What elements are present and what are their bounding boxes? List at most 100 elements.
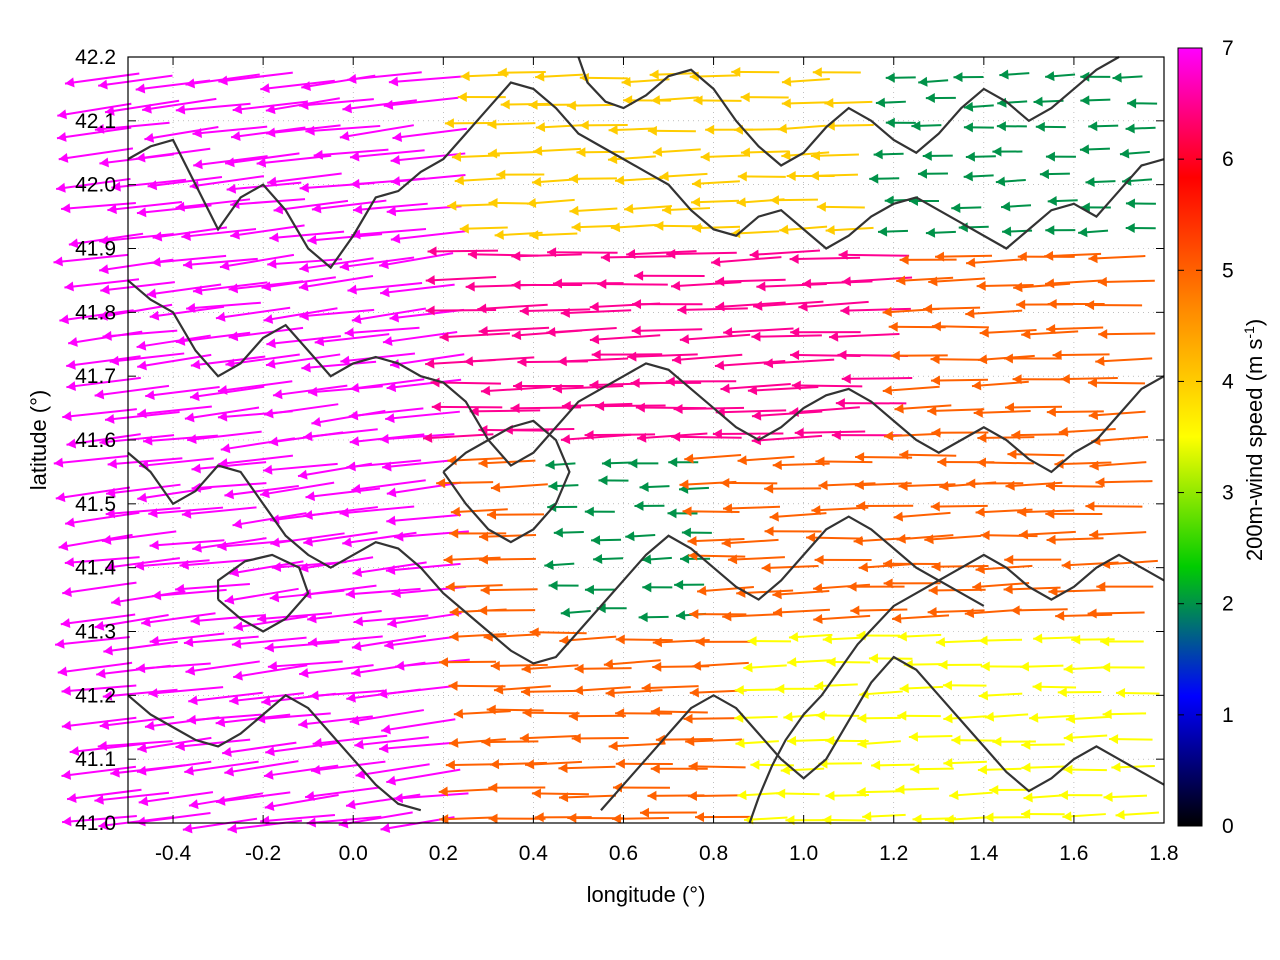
wind-vector [146,283,222,296]
wind-vector-head [478,605,488,616]
x-tick-label: -0.2 [245,842,281,865]
wind-vector [559,635,617,642]
wind-vector [260,79,335,91]
wind-vector [490,663,548,668]
x-axis: -0.4 -0.2 0.0 0.2 0.4 0.6 0.8 1.0 1.2 1.4 1.6 1.8 [155,57,1179,865]
wind-vector [979,329,1037,335]
colorbar: 0 1 2 3 4 5 6 7 200m-wind speed (m s-1) [1177,37,1267,838]
wind-vector-head [425,305,435,316]
wind-vector-head [687,535,697,546]
wind-vector-head [218,75,228,86]
wind-vector-head [1103,791,1113,802]
wind-vector-head [560,434,571,445]
wind-vector-head [571,222,581,233]
wind-vector-head [449,528,459,539]
wind-vector-head [386,775,396,786]
wind-vector-head [626,249,636,260]
wind-vector [69,742,145,754]
wind-vector-head [608,124,618,135]
wind-vector-head [183,259,193,270]
wind-vector [1089,461,1147,468]
wind-vector-head [1096,581,1106,592]
wind-vector-head [494,229,504,240]
wind-vector [307,385,383,394]
wind-vector [53,454,129,465]
wind-vector [1089,531,1147,537]
wind-vector-head [557,356,567,367]
wind-vector-head [351,314,362,324]
wind-vector [56,177,131,190]
wind-vector [687,538,745,543]
wind-vector-head [721,537,731,548]
wind-vector-head [227,823,238,834]
wind-vector [215,306,291,320]
wind-vector [389,353,465,367]
wind-vector [503,427,575,431]
wind-vector [1046,326,1104,331]
wind-vector [560,309,632,315]
wind-vector-head [486,704,496,715]
wind-vector-head [303,509,313,520]
wind-vector [382,458,457,469]
wind-vector [1048,589,1106,593]
wind-vector-head [264,801,275,812]
wind-vector [62,581,137,595]
wind-vector-head [215,795,226,806]
wind-vector [137,353,212,368]
wind-vector [94,121,170,131]
wind-vector-head [924,534,934,545]
wind-vector-head [138,796,149,807]
wind-vector [480,386,552,393]
wind-vector [58,147,134,161]
wind-vector-head [229,567,240,578]
wind-vector [975,564,1033,571]
wind-vector-head [736,197,746,208]
wind-vector-head [217,411,228,422]
wind-vector [354,736,429,747]
wind-vector [230,224,305,237]
wind-vector-head [984,711,995,722]
wind-vector-head [810,150,821,161]
wind-vector-head [769,511,779,522]
wind-vector [111,178,187,189]
wind-vector [478,326,550,333]
wind-vector [218,454,294,466]
wind-vector-head [857,713,867,724]
wind-vector-head [895,784,905,795]
wind-vector-head [650,706,660,717]
wind-vector-head [734,685,744,696]
wind-vector [589,334,661,342]
wind-vector [531,792,589,796]
wind-vector-head [511,279,521,290]
wind-vector-head [427,246,437,257]
wind-vector-head [1087,608,1097,619]
wind-vector [64,556,140,564]
wind-vector-head [837,350,847,361]
wind-vector-head [478,458,488,469]
wind-vector-head [103,645,113,656]
wind-vector-head [649,69,659,80]
wind-vector [751,410,823,418]
wind-vector [105,483,181,495]
wind-vector-head [966,257,976,268]
wind-vector-head [567,813,577,824]
wind-vector [727,556,785,561]
wind-vector [493,685,551,692]
wind-vector [339,256,415,269]
wind-vector-head [1047,299,1057,310]
wind-vector-head [98,820,109,831]
wind-vector [763,358,835,365]
wind-vector-head [449,737,459,748]
wind-vector-head [385,564,396,575]
wind-vector [1013,282,1071,289]
wind-vector-head [965,151,975,162]
wind-vector-head [815,710,825,721]
wind-vector-head [1005,402,1015,413]
wind-vector-head [687,791,697,802]
wind-vector [62,408,137,419]
wind-vector [1095,357,1153,363]
wind-vector-head [1017,506,1027,517]
wind-vector [930,378,988,382]
wind-vector [688,765,746,769]
wind-vector [854,482,912,487]
